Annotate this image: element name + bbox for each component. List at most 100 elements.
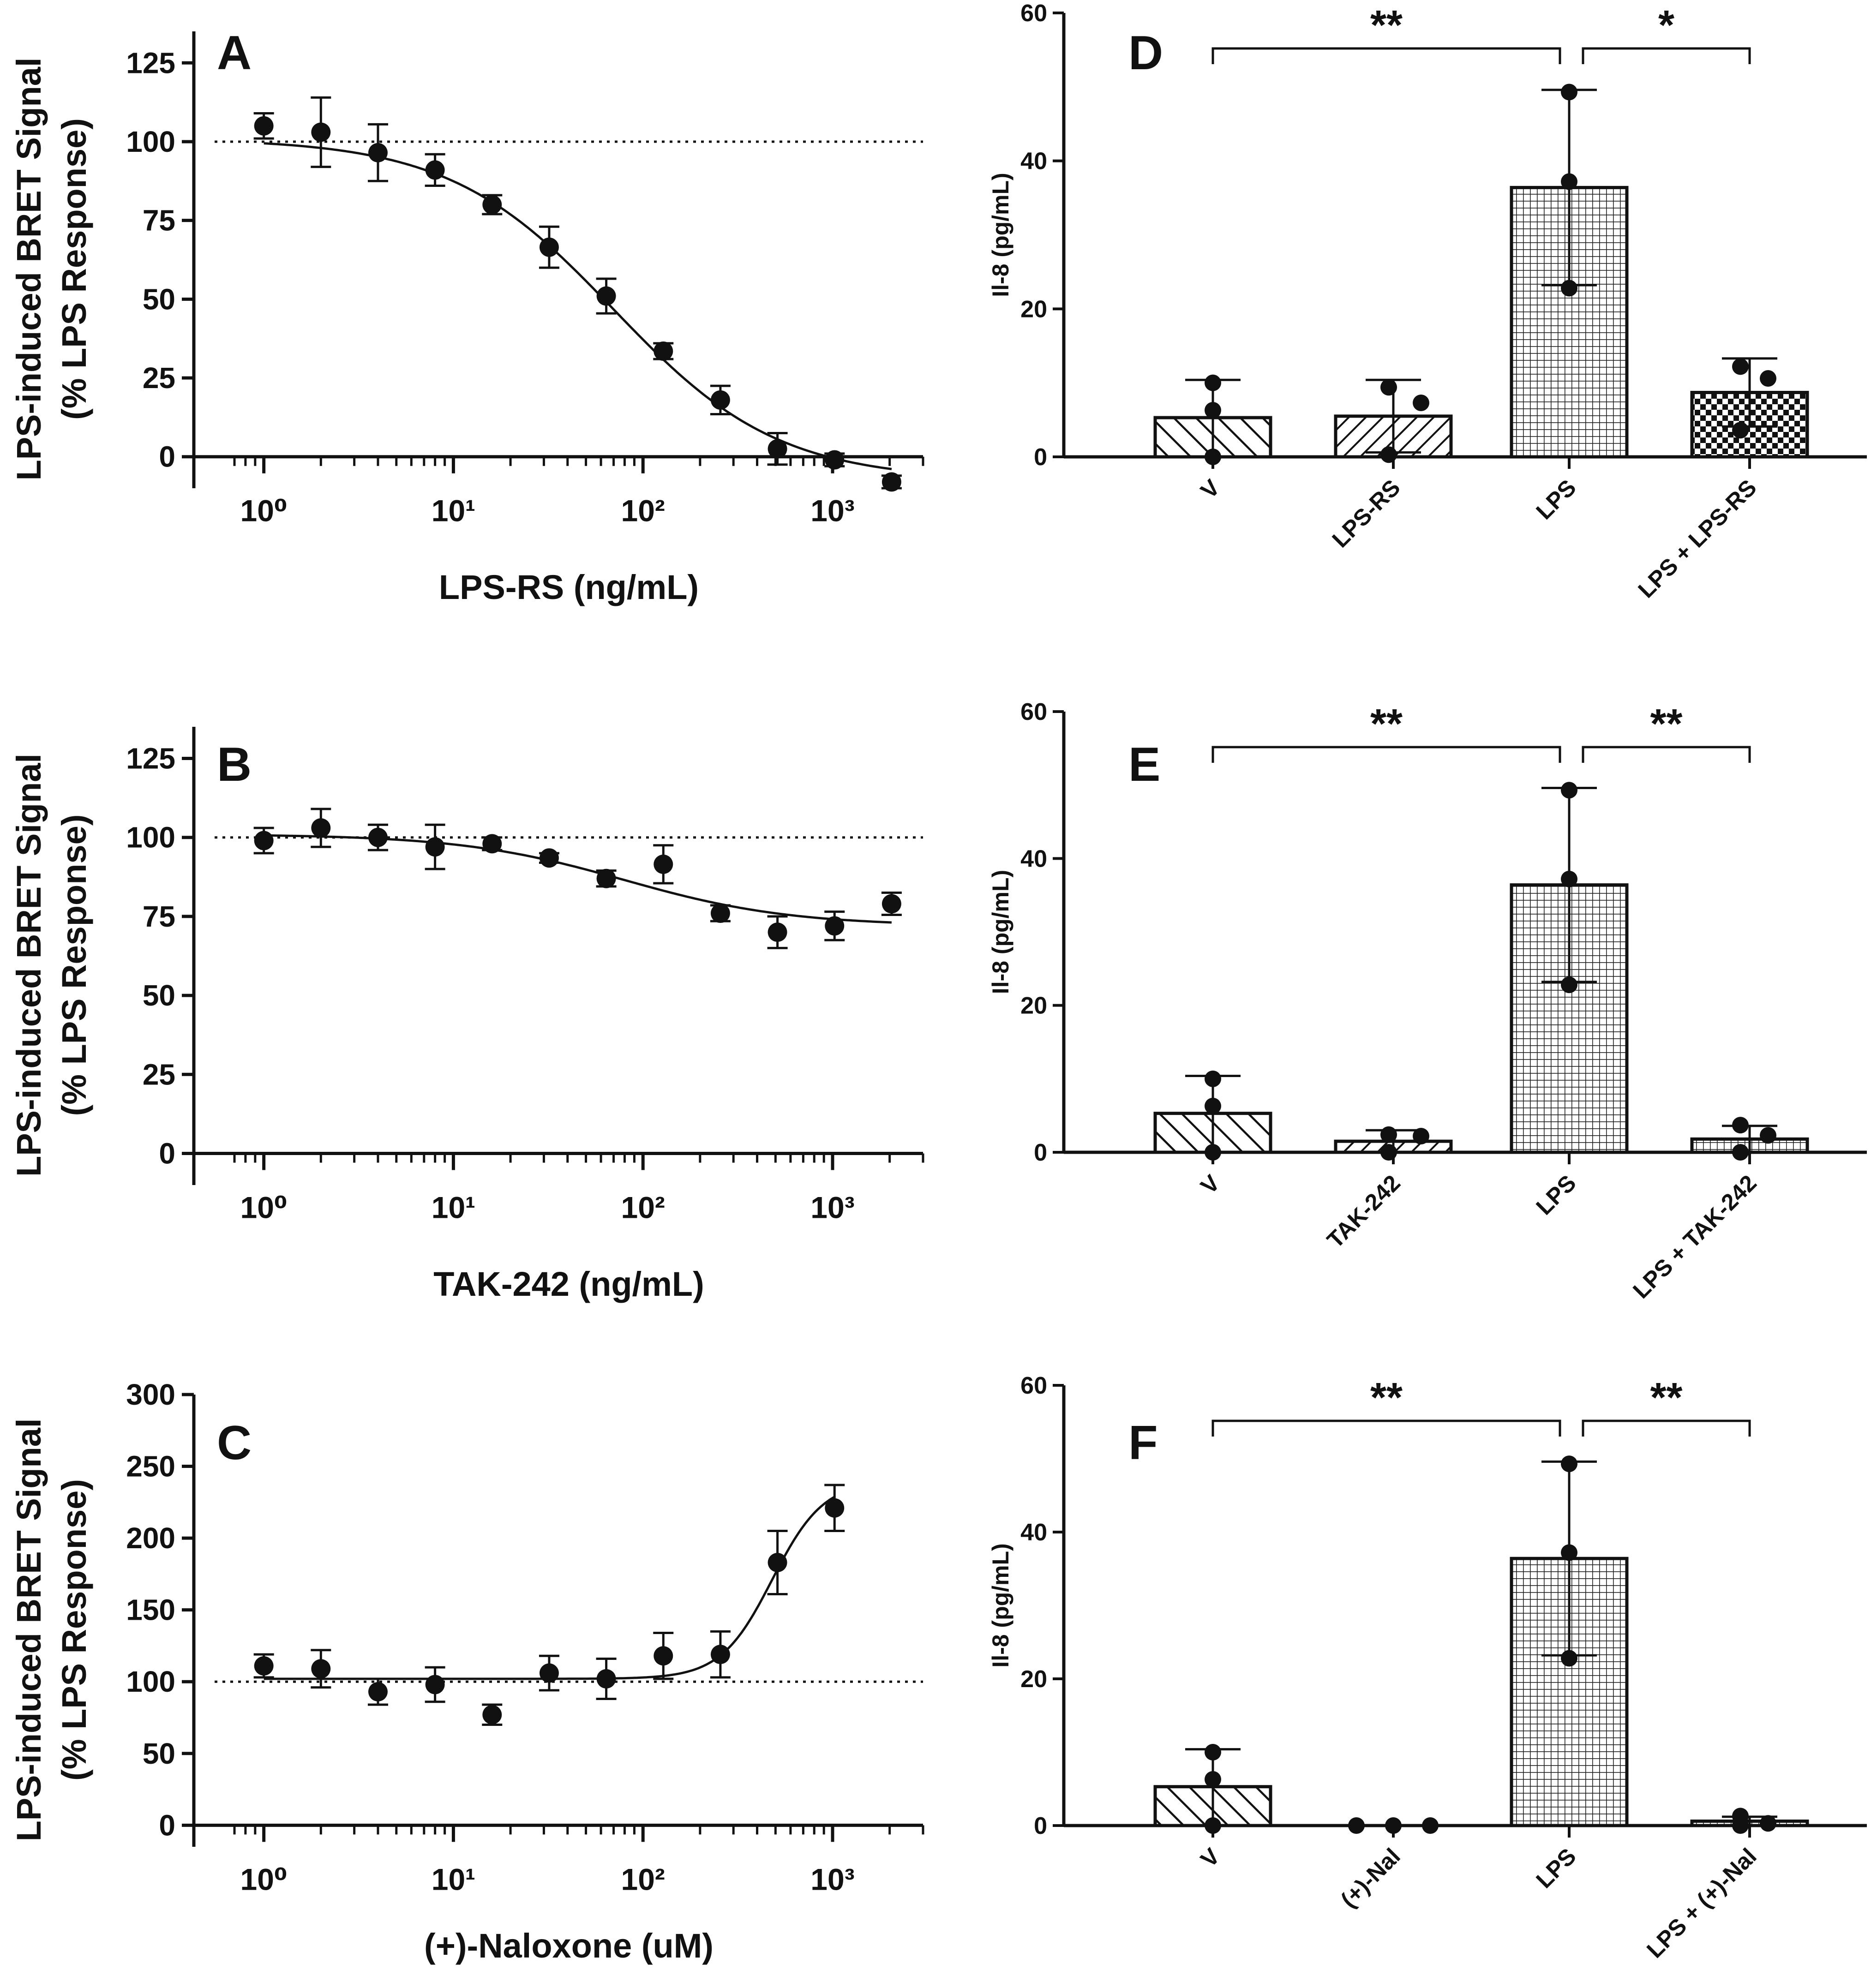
data-point bbox=[882, 894, 901, 914]
replicate-point bbox=[1385, 1817, 1402, 1834]
data-point bbox=[539, 1663, 559, 1683]
y-tick-label: 75 bbox=[143, 204, 175, 237]
data-point bbox=[539, 237, 559, 257]
replicate-point bbox=[1205, 374, 1221, 391]
x-tick-label: 10¹ bbox=[432, 494, 475, 528]
category-label: LPS bbox=[1531, 1170, 1581, 1220]
data-point bbox=[254, 116, 274, 136]
fit-curve bbox=[264, 1496, 835, 1680]
y-tick-label: 250 bbox=[126, 1450, 175, 1483]
category-label: TAK-242 bbox=[1322, 1170, 1405, 1253]
replicate-point bbox=[1561, 976, 1577, 994]
y-axis-title: LPS-induced BRET Signal bbox=[10, 1419, 48, 1842]
panel-d: D 0 20 40 60 Il-8 (pg/mL) V LPS-RS LPS LPS + LPS… bbox=[988, 0, 1867, 603]
y-tick-label: 0 bbox=[1034, 444, 1047, 471]
data-point bbox=[710, 1645, 730, 1665]
data-point bbox=[654, 341, 673, 361]
data-point bbox=[825, 1498, 845, 1518]
x-tick-label: 10² bbox=[621, 1191, 665, 1225]
category-label: V bbox=[1196, 1170, 1225, 1199]
y-axis-title: (% LPS Response) bbox=[55, 1479, 93, 1781]
replicate-point bbox=[1205, 1144, 1221, 1161]
panel-label-a: A bbox=[217, 26, 252, 80]
x-tick-label: 10³ bbox=[810, 494, 854, 528]
y-tick-label: 0 bbox=[1034, 1813, 1047, 1839]
panel-a: A 0 25 50 75 100 125 10⁰ 10¹ 10² 10³ LPS-RS (ng/mL… bbox=[10, 26, 924, 606]
replicate-point bbox=[1732, 1817, 1749, 1834]
replicate-point bbox=[1732, 1144, 1749, 1161]
category-label: V bbox=[1196, 474, 1225, 504]
replicate-point bbox=[1561, 280, 1577, 297]
data-point bbox=[425, 837, 445, 857]
data-point bbox=[654, 854, 673, 874]
y-tick-label: 20 bbox=[1020, 296, 1047, 323]
panel-label-b: B bbox=[217, 738, 252, 791]
x-axis-title: LPS-RS (ng/mL) bbox=[439, 568, 699, 606]
y-tick-label: 20 bbox=[1020, 993, 1047, 1019]
data-point bbox=[254, 1656, 274, 1676]
replicate-point bbox=[1348, 1817, 1365, 1834]
x-tick-label: 10³ bbox=[810, 1191, 854, 1225]
replicate-point bbox=[1205, 1817, 1221, 1834]
significance-label: * bbox=[1658, 2, 1674, 48]
significance-bracket bbox=[1211, 47, 1561, 64]
panel-f: F 0 20 40 60 Il-8 (pg/mL) V (+)-Nal LPS LPS + (+… bbox=[988, 1372, 1867, 1963]
significance-bracket bbox=[1582, 746, 1751, 763]
data-point bbox=[368, 827, 388, 847]
category-label: LPS bbox=[1531, 474, 1581, 524]
y-tick-label: 100 bbox=[126, 821, 175, 854]
y-tick-label: 75 bbox=[143, 900, 175, 933]
data-point bbox=[768, 439, 787, 459]
significance-label: ** bbox=[1370, 1375, 1403, 1421]
replicate-point bbox=[1561, 84, 1577, 101]
y-tick-label: 0 bbox=[159, 1808, 175, 1842]
significance-bracket bbox=[1211, 1419, 1561, 1437]
data-point bbox=[539, 848, 559, 868]
y-tick-label: 50 bbox=[143, 1737, 175, 1770]
data-point bbox=[596, 1669, 616, 1689]
significance-bracket bbox=[1211, 746, 1561, 763]
y-tick-label: 60 bbox=[1020, 1372, 1047, 1399]
significance-label: ** bbox=[1650, 1375, 1682, 1421]
replicate-point bbox=[1561, 173, 1577, 190]
category-label: LPS bbox=[1531, 1843, 1581, 1893]
data-point bbox=[311, 818, 331, 838]
y-tick-label: 150 bbox=[126, 1593, 175, 1627]
y-tick-label: 125 bbox=[126, 742, 175, 775]
y-axis-title: Il-8 (pg/mL) bbox=[988, 1543, 1013, 1667]
category-label: V bbox=[1196, 1843, 1225, 1873]
x-tick-label: 10⁰ bbox=[240, 1862, 287, 1896]
y-tick-label: 25 bbox=[143, 1058, 175, 1091]
replicate-point bbox=[1561, 1650, 1577, 1667]
data-point bbox=[768, 1553, 787, 1572]
replicate-point bbox=[1380, 1144, 1397, 1161]
significance-bracket bbox=[1582, 1419, 1751, 1437]
replicate-point bbox=[1205, 401, 1221, 419]
y-tick-label: 100 bbox=[126, 1665, 175, 1698]
x-tick-label: 10³ bbox=[810, 1862, 854, 1896]
y-axis-title: LPS-induced BRET Signal bbox=[10, 754, 48, 1177]
y-tick-label: 20 bbox=[1020, 1666, 1047, 1693]
y-axis-title: LPS-induced BRET Signal bbox=[10, 58, 48, 481]
data-point bbox=[482, 195, 502, 215]
replicate-point bbox=[1760, 370, 1776, 387]
y-tick-label: 50 bbox=[143, 979, 175, 1012]
y-tick-label: 60 bbox=[1020, 699, 1047, 725]
data-point bbox=[596, 286, 616, 306]
data-point bbox=[254, 831, 274, 850]
data-point bbox=[710, 904, 730, 923]
data-point bbox=[482, 1705, 502, 1725]
data-point bbox=[368, 143, 388, 162]
y-tick-label: 100 bbox=[126, 125, 175, 158]
y-tick-label: 0 bbox=[1034, 1139, 1047, 1166]
replicate-point bbox=[1205, 449, 1221, 465]
y-tick-label: 0 bbox=[159, 1137, 175, 1170]
y-tick-label: 50 bbox=[143, 282, 175, 316]
panel-label-d: D bbox=[1128, 26, 1163, 80]
data-point bbox=[368, 1682, 388, 1701]
replicate-point bbox=[1561, 870, 1577, 887]
x-tick-label: 10¹ bbox=[432, 1191, 475, 1225]
x-tick-label: 10⁰ bbox=[240, 1191, 287, 1225]
significance-label: ** bbox=[1650, 701, 1682, 747]
